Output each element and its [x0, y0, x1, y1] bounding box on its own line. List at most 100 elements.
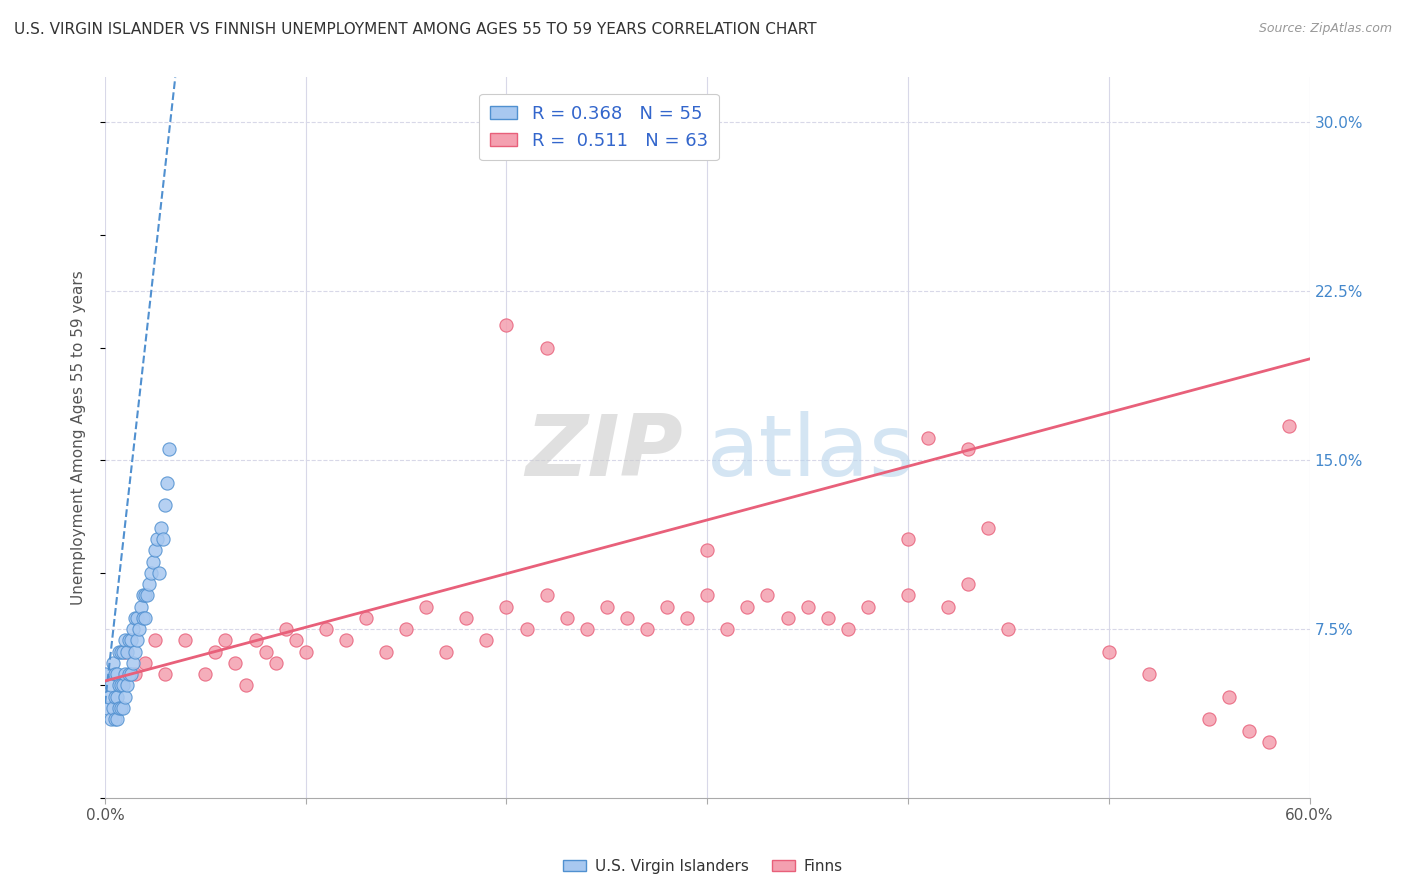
Point [997, 622, 1019, 636]
Point [596, 599, 619, 614]
Point [112, 645, 135, 659]
Point [294, 645, 316, 659]
Point [94, 667, 117, 681]
Point [134, 656, 156, 670]
Point [957, 442, 980, 456]
Point [114, 633, 136, 648]
Point [395, 622, 418, 636]
Point [616, 611, 638, 625]
Point [129, 599, 152, 614]
Point [897, 588, 920, 602]
Point [1239, 723, 1261, 738]
Point [138, 577, 160, 591]
Point [124, 667, 146, 681]
Point [108, 645, 131, 659]
Point [174, 633, 197, 648]
Point [108, 678, 131, 692]
Point [274, 622, 297, 636]
Point [122, 622, 145, 636]
Point [112, 678, 135, 692]
Point [375, 645, 398, 659]
Point [155, 498, 177, 512]
Point [110, 645, 132, 659]
Point [575, 622, 598, 636]
Point [1278, 419, 1301, 434]
Point [284, 633, 307, 648]
Point [516, 622, 538, 636]
Text: Source: ZipAtlas.com: Source: ZipAtlas.com [1258, 22, 1392, 36]
Point [917, 431, 939, 445]
Point [957, 577, 980, 591]
Point [156, 475, 179, 490]
Point [335, 633, 357, 648]
Point [132, 588, 155, 602]
Point [124, 645, 146, 659]
Point [194, 667, 217, 681]
Point [152, 532, 174, 546]
Point [110, 678, 132, 692]
Point [148, 566, 170, 580]
Point [897, 532, 920, 546]
Point [134, 588, 156, 602]
Point [127, 633, 149, 648]
Point [150, 521, 173, 535]
Point [214, 633, 236, 648]
Point [475, 633, 498, 648]
Text: ZIP: ZIP [526, 410, 683, 493]
Point [977, 521, 1000, 535]
Point [101, 701, 124, 715]
Point [96, 701, 118, 715]
Point [104, 690, 127, 704]
Point [114, 690, 136, 704]
Point [105, 712, 128, 726]
Point [756, 588, 779, 602]
Point [115, 645, 138, 659]
Point [110, 701, 132, 715]
Point [676, 611, 699, 625]
Point [101, 656, 124, 670]
Point [737, 599, 759, 614]
Point [415, 599, 437, 614]
Point [100, 678, 122, 692]
Point [636, 622, 658, 636]
Point [118, 633, 141, 648]
Point [456, 611, 478, 625]
Text: atlas: atlas [707, 410, 915, 493]
Point [120, 667, 142, 681]
Point [856, 599, 879, 614]
Point [1198, 712, 1220, 726]
Point [143, 633, 166, 648]
Point [254, 645, 277, 659]
Point [122, 656, 145, 670]
Point [98, 690, 121, 704]
Point [1098, 645, 1121, 659]
Point [696, 588, 718, 602]
Point [128, 622, 150, 636]
Point [245, 633, 267, 648]
Point [817, 611, 839, 625]
Point [696, 543, 718, 558]
Point [127, 611, 149, 625]
Text: U.S. VIRGIN ISLANDER VS FINNISH UNEMPLOYMENT AMONG AGES 55 TO 59 YEARS CORRELATI: U.S. VIRGIN ISLANDER VS FINNISH UNEMPLOY… [14, 22, 817, 37]
Point [141, 566, 163, 580]
Point [224, 656, 246, 670]
Point [105, 667, 128, 681]
Point [315, 622, 337, 636]
Point [796, 599, 818, 614]
Point [555, 611, 578, 625]
Point [132, 611, 155, 625]
Point [115, 678, 138, 692]
Point [108, 701, 131, 715]
Legend: R = 0.368   N = 55, R =  0.511   N = 63: R = 0.368 N = 55, R = 0.511 N = 63 [479, 94, 718, 161]
Point [114, 645, 136, 659]
Point [434, 645, 457, 659]
Point [536, 341, 558, 355]
Point [1137, 667, 1160, 681]
Point [104, 667, 127, 681]
Point [114, 667, 136, 681]
Point [112, 701, 135, 715]
Point [146, 532, 169, 546]
Point [105, 690, 128, 704]
Point [495, 599, 517, 614]
Point [495, 318, 517, 333]
